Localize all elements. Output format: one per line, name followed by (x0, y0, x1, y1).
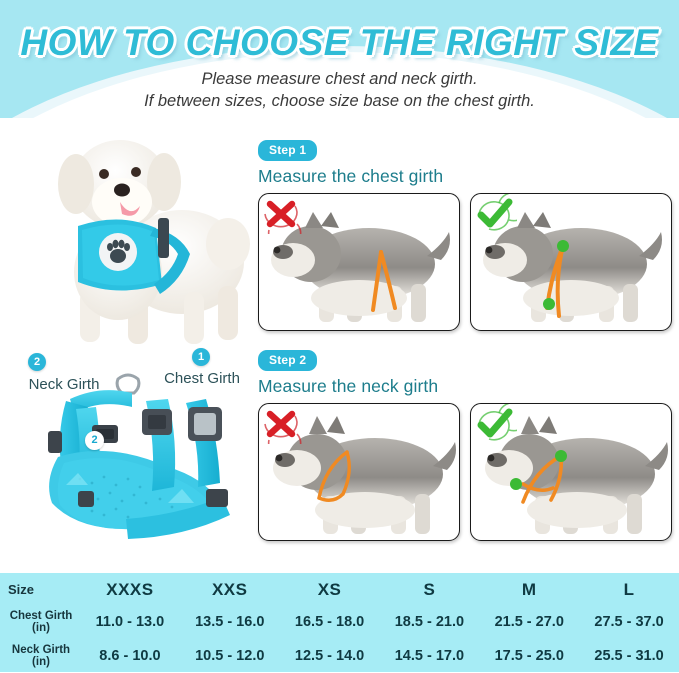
harness-product-illustration (0, 373, 250, 563)
step-2-correct-panel (470, 403, 672, 541)
neck-cell: 8.6 - 10.0 (99, 648, 161, 664)
step-1-pill: Step 1 (258, 140, 318, 161)
table-row-neck-girth: Neck Girth (in) 8.6 - 10.0 10.5 - 12.0 1… (0, 639, 679, 673)
step-1-heading: Measure the chest girth (258, 166, 444, 186)
row-label-chest-girth: Chest Girth (in) (0, 610, 80, 634)
size-cell: XXXS (106, 580, 154, 599)
subtitle-line-2: If between sizes, choose size base on th… (144, 92, 535, 110)
row-label-neck-main: Neck Girth (11, 644, 71, 656)
step-2-pill: Step 2 (258, 350, 318, 371)
step-1-wrong-panel (258, 193, 460, 331)
step-1-block: Step 1 Measure the chest girth (258, 140, 672, 331)
chest-cell: 16.5 - 18.0 (294, 614, 365, 630)
size-cell: L (623, 580, 635, 599)
badge-neck-girth: 2 (28, 353, 46, 371)
step-2-panels (258, 403, 672, 541)
row-label-chest-main: Chest Girth (9, 610, 73, 622)
cross-icon (264, 200, 302, 234)
step-2-heading: Measure the neck girth (258, 376, 439, 396)
row-label-neck-unit: (in) (32, 656, 50, 668)
row-label-chest-unit: (in) (32, 622, 50, 634)
left-column: Neck Girth Chest Girth 2 1 2 (0, 118, 250, 573)
size-cell: M (521, 580, 537, 599)
badge-chest-girth: 1 (192, 348, 210, 366)
dog-photo (32, 122, 260, 350)
cross-icon (264, 410, 302, 444)
size-chart-table: Size XXXS XXS XS S M L Chest Girth (in) … (0, 573, 679, 672)
table-row-sizes: Size XXXS XXS XS S M L (0, 575, 679, 605)
step-2-block: Step 2 Measure the neck girth (258, 350, 672, 541)
size-cell: XS (317, 580, 342, 599)
step-2-wrong-panel (258, 403, 460, 541)
subtitle-line-1: Please measure chest and neck girth. (201, 70, 478, 88)
step-1-panels (258, 193, 672, 331)
chest-cell: 13.5 - 16.0 (195, 614, 265, 630)
check-icon (477, 404, 517, 441)
row-label-neck-girth: Neck Girth (in) (0, 644, 80, 668)
chest-cell: 27.5 - 37.0 (594, 614, 664, 630)
neck-cell: 25.5 - 31.0 (594, 648, 664, 664)
size-cell: XXS (211, 580, 248, 599)
chest-cell: 11.0 - 13.0 (95, 614, 165, 630)
page-title: HOW TO CHOOSE THE RIGHT SIZE (20, 22, 659, 63)
neck-cell: 12.5 - 14.0 (294, 648, 365, 664)
table-row-chest-girth: Chest Girth (in) 11.0 - 13.0 13.5 - 16.0… (0, 605, 679, 639)
chest-cell: 18.5 - 21.0 (394, 614, 465, 630)
row-label-size: Size (8, 582, 35, 597)
check-icon (477, 194, 517, 231)
badge-neck-strap: 2 (85, 431, 104, 450)
chest-girth-label: Chest Girth (164, 370, 240, 387)
neck-cell: 14.5 - 17.0 (394, 648, 465, 664)
page-subtitle: Please measure chest and neck girth. If … (0, 68, 679, 112)
neck-cell: 17.5 - 25.0 (494, 648, 564, 664)
chest-cell: 21.5 - 27.0 (494, 614, 564, 630)
size-cell: S (423, 580, 436, 599)
step-1-correct-panel (470, 193, 672, 331)
neck-cell: 10.5 - 12.0 (195, 648, 265, 664)
page-header: HOW TO CHOOSE THE RIGHT SIZE (0, 0, 679, 118)
neck-girth-label: Neck Girth (28, 376, 100, 393)
